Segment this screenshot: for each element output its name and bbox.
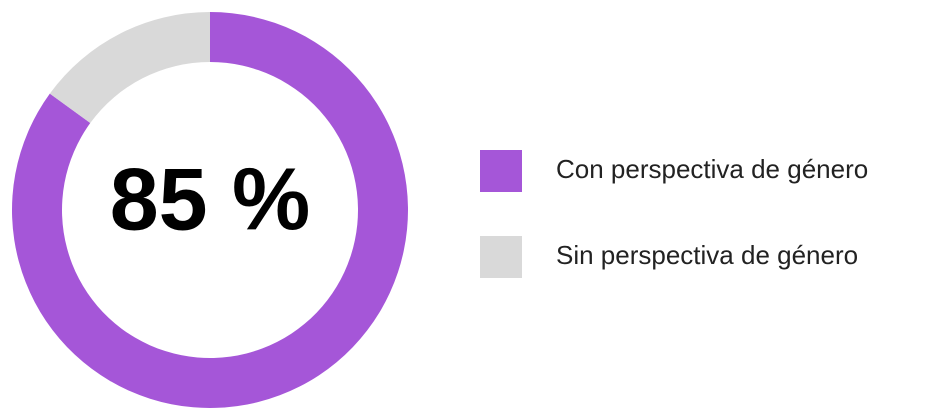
donut-slice [49, 12, 210, 124]
center-label: 85 % [110, 149, 311, 248]
legend-label: Sin perspectiva de género [556, 240, 858, 270]
legend-swatch [480, 150, 522, 192]
legend-swatch [480, 236, 522, 278]
legend-label: Con perspectiva de género [556, 154, 868, 184]
